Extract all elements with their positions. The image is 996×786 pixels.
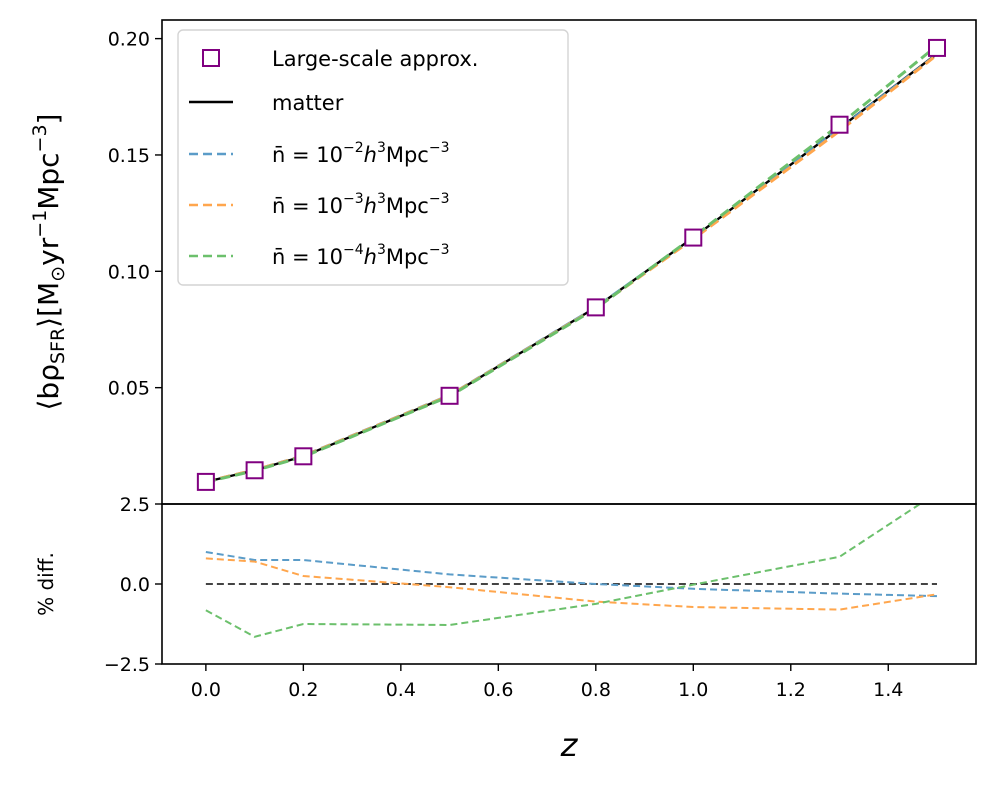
legend-n4-h: h [364, 245, 377, 269]
legend-n3-unit-exp: −3 [429, 191, 450, 207]
xtick-label: 0.0 [191, 679, 221, 701]
marker-point-z-0-8 [586, 298, 605, 317]
legend-label-matter: matter [272, 91, 344, 115]
top-ytick-label: 0.15 [108, 145, 150, 167]
legend-n2-prefix: n̄ = 10 [272, 143, 343, 167]
bottom-y-ticks: −2.5 0.0 2.5 [104, 494, 162, 676]
legend-n3-unit: Mpc [386, 194, 429, 218]
legend-n2-unit-exp: −3 [429, 140, 450, 156]
x-axis-label: z [560, 726, 579, 764]
marker-point-z-1-3 [830, 115, 849, 134]
legend-box [177, 29, 569, 286]
bottom-ytick-label: −2.5 [104, 654, 150, 676]
ylabel-part-4: ⊙ [47, 266, 69, 282]
top-ytick-label: 0.05 [108, 378, 150, 400]
xtick-label: 0.6 [483, 679, 513, 701]
xtick-label: 1.0 [678, 679, 708, 701]
ylabel-part-5: yr [32, 237, 65, 266]
top-y-ticks: 0.05 0.10 0.15 0.20 [108, 29, 162, 400]
xtick-label: 1.4 [873, 679, 903, 701]
bottom-panel: −2.5 0.0 2.5 0.0 0.2 0.4 0.6 0.8 1.0 1.2 1.4 [104, 494, 977, 701]
xtick-label: 1.2 [776, 679, 806, 701]
ylabel-part-8: −3 [29, 124, 51, 152]
ylabel-part-2: SFR [47, 328, 69, 364]
top-ytick-label: 0.10 [108, 261, 150, 283]
legend-n2-h-exp: 3 [377, 140, 386, 156]
legend-n4-unit: Mpc [386, 245, 429, 269]
bottom-series-lines [205, 504, 938, 638]
bottom-y-axis-label: % diff. [34, 552, 58, 616]
bottom-line-n2 [205, 551, 938, 598]
ylabel-part-9: ] [32, 113, 65, 124]
legend-n3-h-exp: 3 [377, 191, 386, 207]
xtick-label: 0.2 [288, 679, 318, 701]
bottom-line-n3 [205, 557, 938, 611]
top-panel: 0.05 0.10 0.15 0.20 [108, 19, 977, 505]
legend-n2-h: h [364, 143, 377, 167]
marker-point-z-0-2 [294, 447, 313, 466]
legend-n2-exp: −2 [343, 140, 364, 156]
ylabel-part-1: ⟨bρ [32, 364, 65, 410]
top-ytick-label: 0.20 [108, 29, 150, 51]
legend-n4-h-exp: 3 [377, 242, 386, 258]
ylabel-part-3: ⟩[M [32, 282, 65, 328]
xtick-label: 0.4 [386, 679, 416, 701]
marker-point-z-0 [196, 472, 215, 491]
legend-marker-swatch [202, 49, 220, 67]
ylabel-part-6: −1 [29, 210, 51, 238]
marker-point-z-1-5 [928, 38, 947, 57]
legend-label-n4: n̄ = 10−4h3Mpc−3 [272, 242, 450, 269]
marker-point-z-0-1 [245, 461, 264, 480]
top-markers [196, 38, 947, 491]
marker-point-z-1 [684, 228, 703, 247]
marker-point-z-0-5 [440, 386, 459, 405]
legend-n3-h: h [364, 194, 377, 218]
legend-label-n3: n̄ = 10−3h3Mpc−3 [272, 191, 450, 218]
legend-label-n2: n̄ = 10−2h3Mpc−3 [272, 140, 450, 167]
top-y-axis-label: ⟨bρSFR⟩[M⊙yr−1Mpc−3] [29, 113, 69, 410]
legend-label-large-scale: Large-scale approx. [272, 47, 478, 71]
legend-n2-unit: Mpc [386, 143, 429, 167]
ylabel-part-7: Mpc [32, 152, 65, 209]
bottom-plot-frame [161, 503, 977, 665]
legend-n4-prefix: n̄ = 10 [272, 245, 343, 269]
bottom-ytick-label: 2.5 [120, 494, 150, 516]
bottom-x-ticks: 0.0 0.2 0.4 0.6 0.8 1.0 1.2 1.4 [191, 664, 903, 701]
legend: Large-scale approx. matter n̄ = 10−2h3Mp… [177, 29, 569, 286]
legend-n4-unit-exp: −3 [429, 242, 450, 258]
bottom-line-n4 [205, 504, 922, 638]
xtick-label: 0.8 [581, 679, 611, 701]
legend-n4-exp: −4 [343, 242, 364, 258]
legend-n3-exp: −3 [343, 191, 364, 207]
legend-n3-prefix: n̄ = 10 [272, 194, 343, 218]
bottom-ytick-label: 0.0 [120, 574, 150, 596]
